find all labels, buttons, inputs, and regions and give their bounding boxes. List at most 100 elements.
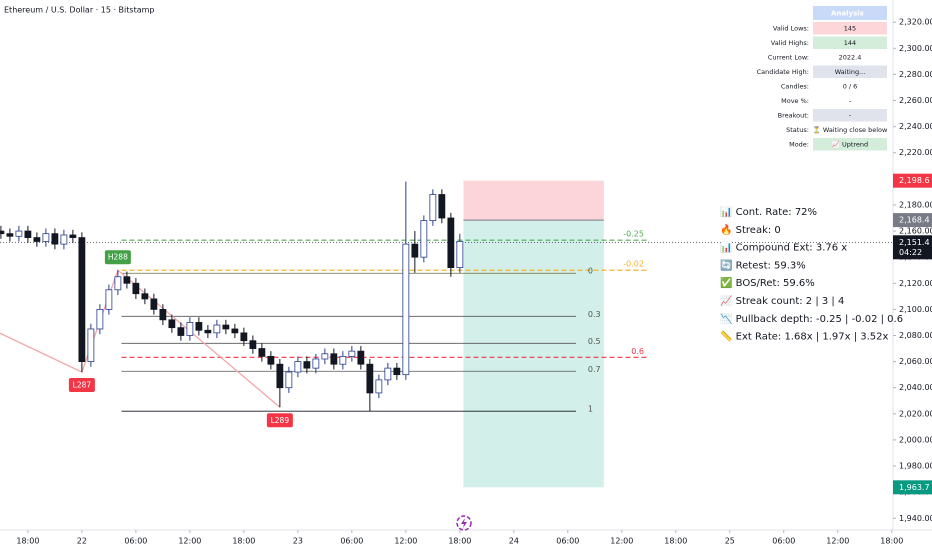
- table-value: ⏳ Waiting close below: [813, 126, 888, 134]
- candle-body: [294, 361, 302, 373]
- table-label: Move %:: [781, 97, 809, 105]
- candle-body: [240, 332, 248, 342]
- candle-body: [150, 298, 158, 310]
- x-tick-label: 18:00: [448, 537, 471, 546]
- table-cell-bg: [813, 109, 887, 122]
- candle-body: [204, 329, 212, 334]
- price-tag-label: 2,168.4: [899, 216, 930, 225]
- candle-body: [285, 371, 293, 389]
- stat-line: 🔄 Retest: 59.3%: [720, 258, 806, 271]
- candle-body: [303, 361, 311, 369]
- y-tick-label: 2,100.00: [899, 305, 932, 314]
- candle-body: [105, 289, 113, 310]
- x-tick-label: 22: [77, 537, 87, 546]
- candle-body: [6, 233, 14, 237]
- fib-label: 0.6: [631, 347, 644, 356]
- candle-body: [213, 324, 221, 334]
- candle-body: [123, 276, 131, 284]
- table-cell-bg: [813, 22, 887, 35]
- stat-line: 📊 Cont. Rate: 72%: [720, 205, 817, 218]
- table-value: -: [849, 97, 852, 105]
- candle-body: [402, 243, 410, 376]
- table-label: Valid Lows:: [773, 25, 809, 33]
- candle-body: [96, 308, 104, 330]
- fib-label: 0.7: [588, 365, 601, 374]
- y-tick-label: 2,240.00: [899, 122, 932, 131]
- table-label: Breakout:: [778, 112, 809, 120]
- y-tick-label: 2,180.00: [899, 200, 932, 209]
- table-value: 0 / 6: [843, 83, 858, 91]
- x-tick-label: 18:00: [232, 537, 255, 546]
- y-tick-label: 2,320.00: [899, 18, 932, 27]
- candle-body: [384, 367, 392, 381]
- candle-body: [60, 234, 68, 245]
- fib-label: 0.5: [588, 337, 601, 346]
- candle-body: [330, 353, 338, 365]
- watermark-logo: [456, 515, 472, 531]
- pivot-label: L287: [73, 381, 92, 390]
- x-tick-label: 06:00: [556, 537, 579, 546]
- table-cell-bg: [813, 65, 887, 78]
- candle-body: [420, 220, 428, 258]
- pivot-badge: [266, 413, 293, 428]
- table-label: Valid Highs:: [771, 39, 809, 47]
- table-cell-bg: [813, 138, 887, 151]
- fib-label: -0.02: [623, 260, 644, 269]
- fib-label: 1: [588, 405, 593, 414]
- candle-body: [87, 328, 95, 363]
- candle-body: [51, 233, 59, 245]
- y-tick-label: 2,060.00: [899, 357, 932, 366]
- x-tick-label: 12:00: [610, 537, 633, 546]
- y-tick-label: 1,940.00: [899, 514, 932, 523]
- countdown: 04:22: [899, 248, 922, 257]
- candle-body: [186, 322, 194, 336]
- candle-body: [393, 367, 401, 376]
- candle-body: [132, 282, 140, 295]
- candle-body: [366, 363, 374, 394]
- x-tick-label: 12:00: [826, 537, 849, 546]
- candle-body: [411, 243, 419, 258]
- analysis-table: Analysis Valid Lows: 145 Valid Highs: 144 Cur…: [757, 6, 888, 151]
- pivot-label: L289: [271, 416, 290, 425]
- candle-body: [321, 353, 329, 360]
- x-tick-label: 18:00: [664, 537, 687, 546]
- candle-body: [456, 241, 464, 269]
- candle-body: [447, 217, 455, 269]
- price-tag-label: 1,963.7: [899, 483, 930, 492]
- y-tick-label: 2,160.00: [899, 227, 932, 236]
- candle-body: [42, 233, 50, 242]
- price-tag: [893, 173, 932, 188]
- y-tick-label: 1,980.00: [899, 462, 932, 471]
- candle-body: [195, 322, 203, 331]
- y-tick-label: 2,120.00: [899, 279, 932, 288]
- plot: 2,320.00 2,300.00 2,280.00 2,260.00 2,240.00…: [0, 18, 932, 546]
- price-tag-label: 2,151.4: [899, 238, 930, 247]
- candle-body: [24, 230, 32, 238]
- price-tag: [893, 480, 932, 495]
- pivot-badge: [68, 378, 95, 393]
- candle-body: [312, 358, 320, 369]
- fib-label: 0.3: [588, 310, 601, 319]
- pivot-badge: [104, 250, 131, 265]
- candle-body: [231, 328, 239, 334]
- y-tick-label: 2,260.00: [899, 96, 932, 105]
- candle-body: [438, 194, 446, 219]
- table-label: Mode:: [789, 141, 809, 149]
- stat-line: 📊 Compound Ext: 3.76 x: [720, 241, 847, 254]
- table-value: 144: [844, 39, 856, 47]
- stat-line: 📏 Ext Rate: 1.68x | 1.97x | 3.52x: [720, 330, 889, 343]
- candle-body: [33, 237, 41, 242]
- x-tick-label: 23: [293, 537, 303, 546]
- candle-body: [15, 230, 23, 237]
- table-header-bg: [813, 6, 887, 20]
- candle-body: [159, 308, 167, 321]
- x-tick-label: 12:00: [178, 537, 201, 546]
- candle-body: [69, 234, 77, 238]
- chart-title: Ethereum / U.S. Dollar · 15 · Bitstamp: [4, 6, 154, 15]
- candle-body: [339, 355, 347, 365]
- candle-body: [429, 194, 437, 222]
- candle-body: [0, 230, 5, 235]
- table-value: 2022.4: [839, 54, 862, 62]
- table-value: Waiting...: [835, 68, 866, 76]
